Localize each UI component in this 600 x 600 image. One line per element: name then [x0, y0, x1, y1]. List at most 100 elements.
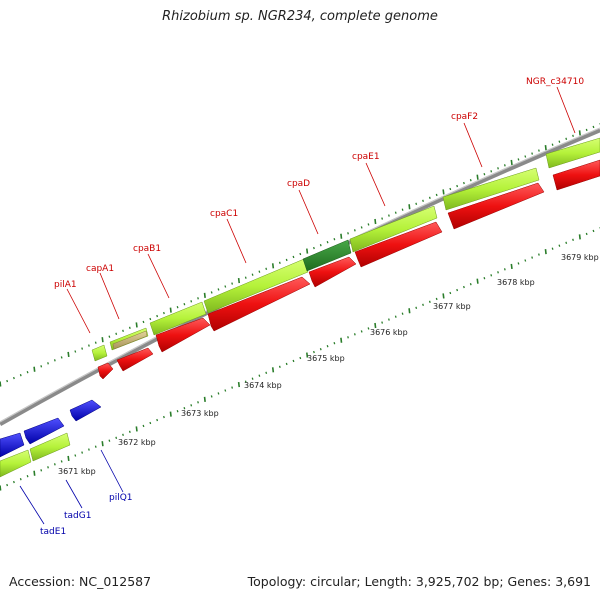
tick-lower — [408, 308, 411, 314]
tick-lower — [558, 244, 561, 247]
tick-lower — [388, 318, 390, 321]
tick-lower — [497, 271, 499, 274]
blue-cds-2[interactable] — [23, 417, 65, 445]
tick-lower — [306, 352, 309, 358]
tick-upper — [33, 366, 36, 372]
tick-lower — [551, 247, 554, 250]
red-cds-2[interactable] — [116, 347, 154, 372]
red-cds-3[interactable] — [155, 317, 211, 353]
tick-marks — [0, 123, 600, 491]
tick-upper — [169, 307, 172, 313]
ruler-label-3671: 3671 kbp — [58, 467, 96, 476]
gene-labels: pilA1 capA1 cpaB1 cpaC1 cpaD cpaE1 cpaF2… — [40, 77, 584, 537]
tick-lower — [449, 291, 452, 295]
tick-upper — [394, 211, 397, 214]
cds-cpaE1[interactable] — [349, 205, 438, 253]
gene-label-tadG1[interactable]: tadG1 — [64, 511, 91, 521]
red-cds-6[interactable] — [354, 221, 443, 268]
tick-lower — [381, 321, 384, 324]
cds-cpaF2[interactable] — [442, 167, 540, 211]
tick-upper — [469, 178, 472, 182]
gene-label-capA1[interactable]: capA1 — [86, 264, 114, 274]
tick-upper — [292, 255, 295, 259]
gene-label-NGR_c34710[interactable]: NGR_c34710 — [526, 77, 584, 87]
tick-lower — [67, 455, 70, 462]
tick-lower — [244, 380, 247, 383]
gene-label-pilA1[interactable]: pilA1 — [54, 280, 77, 290]
reverse-strand-features — [0, 399, 102, 478]
cds-cpaD[interactable] — [302, 239, 352, 272]
tick-upper — [585, 128, 588, 132]
red-cds-8[interactable] — [552, 159, 600, 191]
tick-upper — [401, 208, 404, 211]
tick-upper — [463, 181, 465, 185]
cds-cpaB1[interactable] — [149, 301, 207, 336]
tick-lower — [33, 470, 36, 476]
green-rev-cds-1[interactable] — [29, 432, 71, 462]
tick-lower — [367, 327, 370, 330]
genome-summary-text: Topology: circular; Length: 3,925,702 bp… — [247, 574, 591, 589]
tick-upper — [53, 359, 56, 362]
tick-upper — [503, 164, 506, 167]
tick-upper — [128, 326, 131, 330]
tick-lower — [81, 451, 84, 454]
tick-upper — [285, 258, 288, 262]
tick-upper — [299, 252, 302, 256]
tick-lower — [360, 330, 363, 333]
gene-label-cpaC1[interactable]: cpaC1 — [210, 209, 238, 219]
tick-lower — [490, 274, 493, 277]
tick-upper — [592, 125, 595, 129]
tick-upper — [388, 214, 390, 217]
gene-label-cpaB1[interactable]: cpaB1 — [133, 244, 161, 254]
tick-lower — [237, 381, 241, 388]
tick-lower — [0, 485, 2, 491]
tick-lower — [422, 303, 424, 307]
tick-lower — [524, 259, 527, 262]
tick-upper — [442, 189, 445, 195]
red-cds-5[interactable] — [308, 256, 357, 288]
tick-upper — [142, 320, 145, 324]
tick-lower — [13, 480, 15, 484]
blue-cds-1[interactable] — [69, 399, 102, 422]
tick-lower — [333, 342, 336, 345]
gene-label-tadE1[interactable]: tadE1 — [40, 527, 66, 537]
red-cds-1[interactable] — [97, 362, 114, 380]
tick-upper — [544, 145, 547, 151]
red-cds-4[interactable] — [207, 276, 311, 332]
tick-upper — [510, 159, 513, 166]
tick-lower — [190, 404, 193, 407]
gene-label-cpaE1[interactable]: cpaE1 — [352, 152, 380, 162]
accession-text: Accession: NC_012587 — [9, 574, 152, 589]
tick-upper — [135, 322, 138, 328]
tick-upper — [353, 229, 356, 232]
tick-lower — [265, 371, 268, 374]
tick-upper — [244, 276, 247, 279]
tick-upper — [531, 152, 534, 155]
tick-lower — [517, 262, 520, 265]
gene-label-cpaF2[interactable]: cpaF2 — [451, 112, 478, 122]
cds-capA1-inner — [112, 330, 148, 350]
tick-lower — [210, 395, 213, 398]
tick-upper — [197, 297, 199, 300]
tick-upper — [94, 341, 97, 344]
cds-NGR_c34710[interactable] — [545, 137, 600, 169]
tick-lower — [19, 477, 22, 481]
green-rev-cds-2[interactable] — [0, 449, 32, 478]
tick-upper — [319, 243, 322, 247]
cds-cpaC1[interactable] — [203, 258, 309, 314]
red-cds-7[interactable] — [447, 182, 545, 230]
ruler-label-3677: 3677 kbp — [433, 302, 471, 311]
gene-label-cpaD[interactable]: cpaD — [287, 179, 310, 189]
ruler: 3671 kbp 3672 kbp 3673 kbp 3674 kbp 3675… — [58, 253, 599, 476]
tick-upper — [415, 202, 418, 205]
tick-upper — [0, 381, 2, 387]
tick-lower — [26, 474, 29, 478]
gene-label-pilQ1[interactable]: pilQ1 — [109, 493, 133, 503]
tick-lower — [463, 285, 465, 289]
tick-lower — [319, 347, 322, 351]
tick-upper — [340, 233, 343, 239]
tick-lower — [340, 337, 343, 343]
tick-upper — [156, 314, 159, 318]
cds-pilA1[interactable] — [91, 344, 108, 362]
blue-cds-3[interactable] — [0, 432, 25, 458]
